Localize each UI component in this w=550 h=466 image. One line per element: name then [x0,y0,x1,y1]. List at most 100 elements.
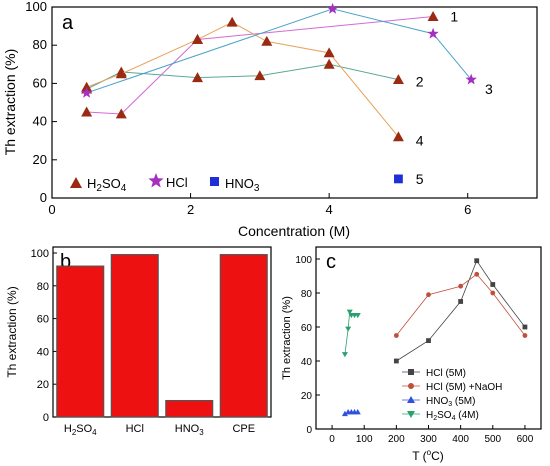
panel-c-ytick: 40 [301,357,313,368]
panel-c-letter: c [326,251,336,273]
panel-c-xlabel: T (oC) [412,448,444,463]
panel-a-ytick: 100 [25,0,47,14]
panel-a-series [80,2,477,184]
panel-a-point [326,2,339,14]
panel-c-point [490,282,496,287]
panel-a-point [254,70,266,81]
panel-a-point [323,58,335,69]
panel-b-axes: 0 20 40 60 80 100 H2SO4 HCl HNO3 CPE [31,248,255,437]
panel-a-ytick: 20 [33,152,47,167]
panel-b-ytick: 60 [37,314,49,326]
panel-a-line-1 [86,16,434,115]
panel-c-xtick: 400 [452,434,469,445]
panel-c-point [393,358,399,364]
panel-c-point [346,309,353,315]
panel-a-ytick: 0 [40,190,47,205]
legend-c-square-icon [408,369,414,375]
panel-c-ytick: 0 [306,425,312,436]
panel-a-point [323,47,335,58]
legend-c-hcl-naoh: HCl (5M) +NaOH [426,382,502,393]
legend-c-triangle-icon [407,396,415,403]
panel-a-point [81,81,93,92]
panel-c-ytick: 20 [301,391,313,402]
panel-a-ylabel: Th extraction (%) [2,49,18,156]
legend-hno3: HNO3 [225,176,260,194]
panel-a-series-line [86,8,472,94]
panel-a-curve-labels: 1 2 3 4 5 [416,9,493,187]
panel-a: a Th extraction (%) Concentration (M) 0 2… [2,0,538,239]
panel-b-ytick: 20 [37,379,49,391]
panel-c-point [458,283,464,289]
panel-b-ytick: 100 [31,248,49,260]
panel-b-frame [52,246,272,418]
panel-a-xlabel: Concentration (M) [238,223,350,239]
panel-c-point [426,292,431,298]
panel-a-xtick: 4 [326,202,333,217]
panel-b-ytick: 80 [37,281,49,293]
panel-c-point [354,409,361,415]
panel-c-point [426,338,431,343]
panel-c-ytick: 100 [295,255,312,266]
panel-b-bar [56,265,105,418]
panel-a-point [427,11,439,21]
panel-a-curve-label: 3 [485,81,493,97]
panel-a-point [392,131,404,142]
panel-b-category-label: CPE [232,423,255,435]
panel-b-category-label: HCl [126,423,144,435]
panel-c-ytick: 80 [301,289,313,300]
panel-a-xtick: 2 [187,202,194,217]
panel-c-point [474,271,480,277]
panel-b-bar [110,254,159,418]
panel-a-point [394,174,403,184]
panel-c-xtick: 600 [517,434,534,445]
panel-a-point [427,27,439,39]
panel-c-xtick: 0 [329,434,335,445]
panel-c-xtick: 500 [484,434,501,445]
panel-a-xtick: 6 [464,202,471,217]
legend-c-circle-icon [408,383,414,389]
panel-c-point [345,326,352,332]
legend-c-hcl: HCl (5M) [426,368,466,379]
panel-c: c Th extraction (%) T (oC) 0 20 40 60 80 100 0… [281,246,542,463]
panel-a-ytick: 60 [33,75,47,90]
panel-a-point [115,68,127,79]
panel-b-ytick: 0 [43,412,49,424]
panel-a-point [192,33,203,44]
panel-a-point [115,108,127,119]
panel-b-letter: b [60,251,71,273]
panel-a-axes: 0 20 40 60 80 100 0 2 4 6 [25,0,471,217]
panel-a-point [261,35,273,46]
panel-b-ytick: 40 [37,346,49,358]
panel-c-ytick: 60 [301,323,313,334]
panel-c-point [354,313,361,319]
panel-b-category-label: HNO3 [175,423,204,437]
panel-a-point [226,16,238,27]
panel-a-ytick: 40 [33,114,47,129]
panel-c-axes: 0 20 40 60 80 100 0 100 200 300 400 500 600 [295,255,533,445]
legend-c-h2so4: H2SO4 (4M) [426,410,479,422]
panel-c-series-line [396,259,526,362]
legend-c-triangle-down-icon [407,411,415,418]
panel-a-ytick: 80 [33,37,47,52]
panel-b: b Th extraction (%) 0 20 40 60 80 100 H2SO4 HCl… [5,246,272,437]
panel-b-bar [219,254,268,418]
panel-a-frame [51,6,538,199]
panel-a-point [80,86,93,98]
panel-c-point [341,410,348,417]
panel-b-category-label: H2SO4 [64,423,97,437]
legend-triangle-icon [70,177,82,188]
panel-a-xtick: 0 [48,202,55,217]
panel-a-point [465,73,477,85]
panel-a-curve-label: 1 [450,9,458,25]
panel-c-point [474,258,480,264]
panel-b-bars [56,254,268,418]
panel-c-xtick: 200 [388,434,405,445]
panel-c-series [341,258,528,417]
panel-a-point [192,72,203,83]
panel-c-ylabel: Th extraction (%) [281,296,293,380]
panel-c-xtick: 300 [420,434,437,445]
panel-a-letter: a [62,12,74,34]
panel-c-legend: HCl (5M) HCl (5M) +NaOH HNO3 (5M) H2SO4 … [402,368,502,422]
legend-c-hno3: HNO3 (5M) [426,396,475,408]
